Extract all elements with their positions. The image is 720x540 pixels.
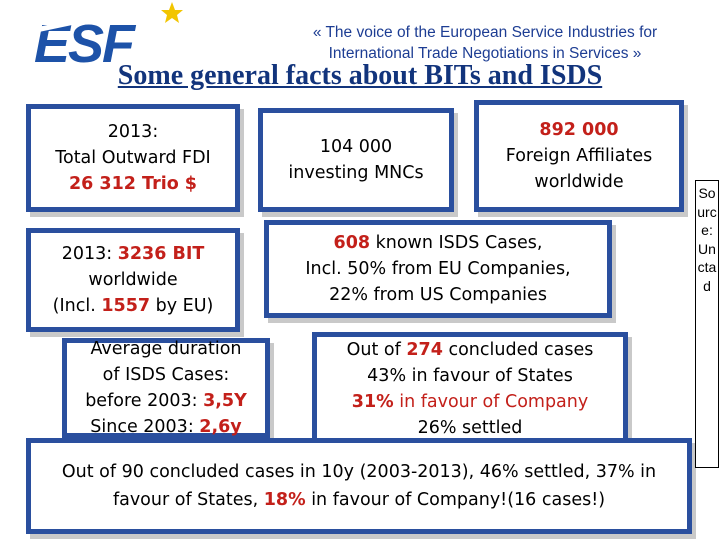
fdi-year: 2013: [107,122,159,142]
source-label: Source: Unctad [695,180,719,468]
bits-eu-count: 1557 [101,296,151,316]
fdi-label: Total Outward FDI [55,148,211,168]
bits-prefix: 2013: [61,244,118,264]
affiliates-count: 892 000 [539,120,619,140]
fdi-box: 2013: Total Outward FDI 26 312 Trio $ [26,104,240,212]
summary-line-1: Out of 90 concluded cases in 10y (2003-2… [61,462,657,482]
duration-since-label: Since 2003: [90,417,200,437]
mncs-count: 104 000 [319,137,393,157]
concluded-company-word: Company [504,392,589,412]
fdi-value: 26 312 Trio $ [68,174,197,194]
tagline: « The voice of the European Service Indu… [250,22,720,64]
isds-cases-box: 608 known ISDS Cases, Incl. 50% from EU … [264,220,612,318]
bits-scope: worldwide [88,270,178,290]
star-icon [161,2,183,23]
isds-us-share: 22% from US Companies [329,285,547,305]
duration-title: Average duration [90,339,242,359]
concluded-company: 31% in favour of Company [347,389,594,415]
concluded-line-1: Out of 274 concluded cases [347,337,594,363]
duration-subtitle: of ISDS Cases: [102,365,230,385]
concluded-pre: Out of [346,340,407,360]
bits-line-3: (Incl. 1557 by EU) [53,293,214,319]
duration-before-label: before 2003: [85,391,204,411]
duration-since: Since 2003: 2,6y [85,414,247,440]
duration-since-value: 2,6y [199,417,242,437]
duration-box: Average duration of ISDS Cases: before 2… [62,338,270,438]
concluded-states: 43% in favour of States [367,366,573,386]
summary-pre: favour of States, [112,490,264,510]
isds-count: 608 [333,233,371,253]
concluded-cases-box: Out of 274 concluded cases 43% in favour… [312,332,628,446]
bits-count: 3236 BIT [117,244,205,264]
concluded-company-mid: in favour of [393,392,505,412]
affiliates-label: Foreign Affiliates [505,146,653,166]
bits-box: 2013: 3236 BIT worldwide (Incl. 1557 by … [26,228,240,332]
mncs-box: 104 000 investing MNCs [258,108,454,212]
concluded-post: concluded cases [442,340,594,360]
tagline-line-2: International Trade Negotiations in Serv… [328,45,642,62]
page-title: Some general facts about BITs and ISDS [117,60,603,91]
isds-line-1: 608 known ISDS Cases, [305,230,570,256]
mncs-label: investing MNCs [288,163,424,183]
bits-eu-post: by EU) [150,296,214,316]
concluded-company-pct: 31% [351,392,394,412]
concluded-count: 274 [406,340,443,360]
duration-before: before 2003: 3,5Y [85,388,247,414]
isds-label: known ISDS Cases, [370,233,543,253]
concluded-settled: 26% settled [417,418,523,438]
bits-eu-pre: (Incl. [52,296,102,316]
affiliates-box: 892 000 Foreign Affiliates worldwide [474,100,684,212]
summary-box: Out of 90 concluded cases in 10y (2003-2… [26,438,692,534]
esf-logo: ESF [34,2,183,74]
tagline-line-1: « The voice of the European Service Indu… [312,24,658,41]
summary-pct: 18% [263,490,306,510]
isds-eu-share: Incl. 50% from EU Companies, [305,259,571,279]
duration-before-value: 3,5Y [203,391,247,411]
summary-post: in favour of Company!(16 cases!) [305,490,606,510]
summary-line-2: favour of States, 18% in favour of Compa… [62,486,656,514]
affiliates-scope: worldwide [534,172,624,192]
bits-line-1: 2013: 3236 BIT [53,241,214,267]
